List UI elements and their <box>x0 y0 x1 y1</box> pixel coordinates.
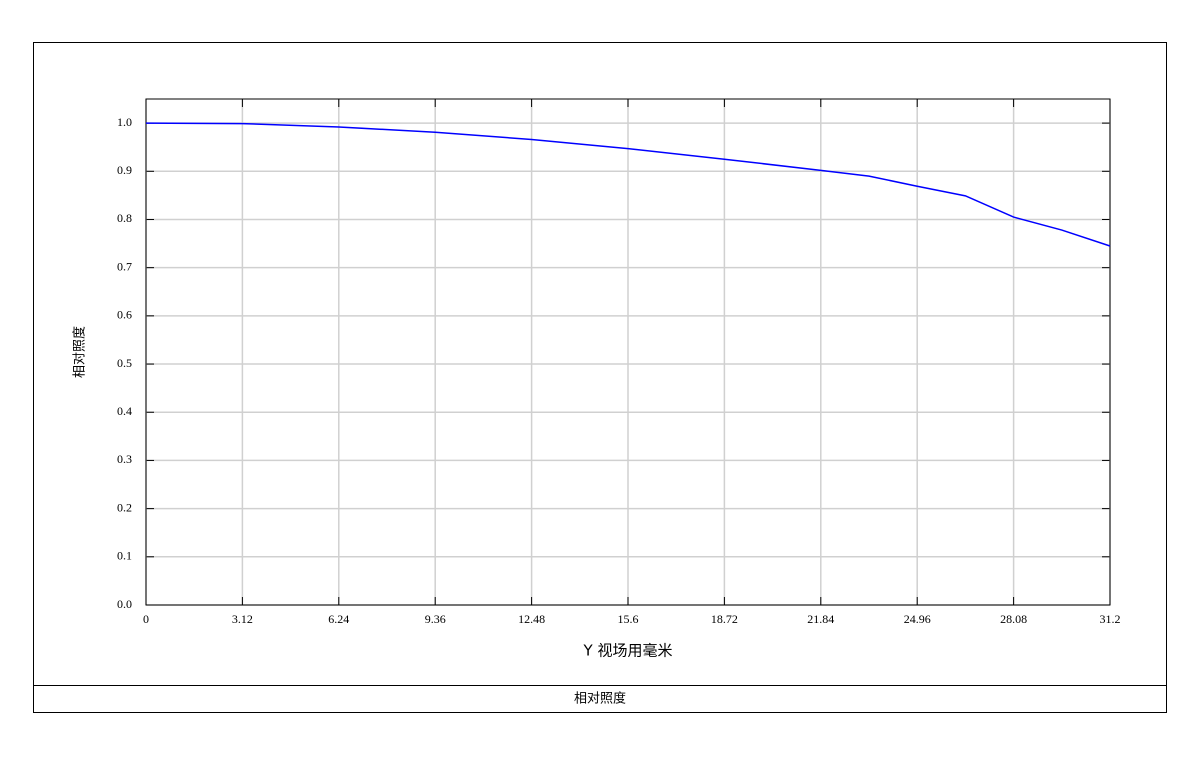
x-tick-label: 9.36 <box>425 612 446 626</box>
x-tick-label: 21.84 <box>807 612 834 626</box>
plot-frame <box>145 98 1111 606</box>
x-tick-label: 15.6 <box>618 612 639 626</box>
x-tick-label: 0 <box>143 612 149 626</box>
y-tick-label: 0.9 <box>117 163 132 177</box>
x-tick-label: 28.08 <box>1000 612 1027 626</box>
x-tick-label: 24.96 <box>904 612 931 626</box>
data-line <box>145 122 1111 247</box>
y-tick-label: 0.8 <box>117 211 132 225</box>
y-tick-label: 0.1 <box>117 549 132 563</box>
y-tick-label: 0.0 <box>117 597 132 611</box>
y-tick-label: 0.4 <box>117 404 132 418</box>
x-tick-label: 18.72 <box>711 612 738 626</box>
y-axis-label: 相对照度 <box>72 326 88 378</box>
y-tick-label: 0.7 <box>117 259 132 273</box>
x-tick-label: 31.2 <box>1100 612 1121 626</box>
x-tick-label: 6.24 <box>328 612 349 626</box>
caption: 相对照度 <box>574 691 626 707</box>
y-tick-label: 1.0 <box>117 115 132 129</box>
x-axis-label: Y 视场用毫米 <box>583 642 673 660</box>
x-tick-label: 12.48 <box>518 612 545 626</box>
x-tick-label: 3.12 <box>232 612 253 626</box>
y-tick-label: 0.5 <box>117 356 132 370</box>
y-tick-label: 0.3 <box>117 452 132 466</box>
y-tick-label: 0.6 <box>117 308 132 322</box>
outer-frame <box>33 42 1167 713</box>
y-tick-label: 0.2 <box>117 500 132 514</box>
